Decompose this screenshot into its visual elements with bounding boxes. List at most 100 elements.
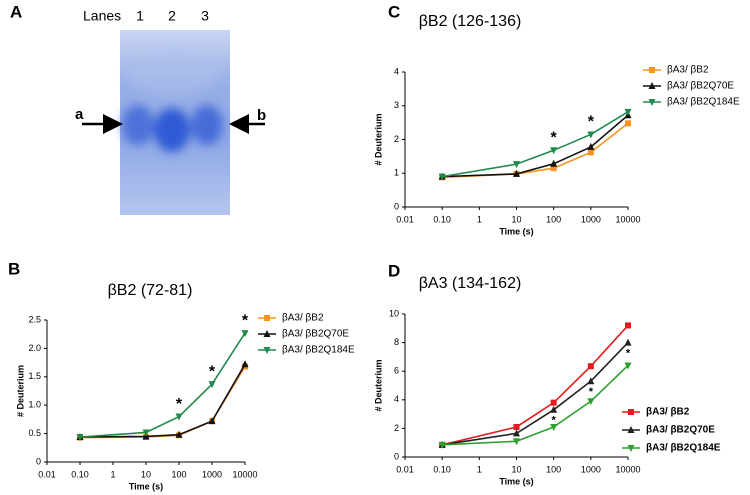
y-tick-label: 1.0 [28,400,41,410]
x-tick-label: 1 [477,464,482,474]
data-point [550,405,558,413]
x-tick-label: 10 [511,464,521,474]
y-tick-label: 6 [394,366,399,376]
significance-mark: * [589,386,594,398]
legend-label: βA3/ βB2Q184E [667,97,740,108]
data-point [241,360,249,368]
x-tick-label: 1000 [581,464,601,474]
legend-label: βA3/ βB2 [667,65,709,76]
panel-letter: B [8,259,20,278]
chart-title: βA3 (134-162) [419,275,522,292]
x-tick-label: 0.01 [38,469,56,479]
x-tick-label: 100 [546,214,561,224]
panel-letter: D [388,261,400,280]
x-tick-label: 0.10 [433,214,451,224]
legend-label: βA3/ βB2Q70E [667,81,734,92]
x-tick-label: 1 [110,469,115,479]
y-tick-label: 10 [389,308,399,318]
legend-marker [648,82,656,89]
x-tick-label: 100 [546,464,561,474]
marker-label: a [75,106,84,123]
x-tick-label: 1 [477,214,482,224]
lane-label: 1 [136,8,144,24]
data-point [513,423,520,430]
x-tick-label: 0.10 [433,464,451,474]
y-axis-label: # Deuterium [373,359,383,411]
lane-label: 2 [168,8,176,24]
data-point [587,142,595,150]
data-point [208,417,216,425]
data-point [625,120,631,127]
chart-title: βB2 (72-81) [108,282,193,299]
legend-marker [628,409,634,415]
y-tick-label: 0.5 [28,428,41,438]
data-point [550,147,558,155]
data-point [241,330,249,338]
y-tick-label: 3 [394,100,399,110]
series-line [79,366,246,439]
y-tick-label: 2 [394,423,399,433]
panel-letter: A [10,2,22,21]
gel-panel: A Lanes 1 2 3 a b [10,2,266,215]
legend-marker [263,330,271,337]
y-tick-label: 2 [394,134,399,144]
y-tick-label: 0 [394,201,399,211]
significance-mark: * [552,415,557,427]
x-axis-label: Time (s) [499,226,533,236]
significance-mark: * [176,396,183,413]
significance-mark: * [588,114,595,131]
y-tick-label: 1.5 [28,371,41,381]
data-point [513,161,520,169]
series-line [442,364,629,446]
x-tick-label: 10000 [615,214,640,224]
legend-marker [648,99,656,106]
data-point [587,131,595,139]
x-tick-label: 0.10 [71,469,89,479]
data-point [513,169,520,177]
data-point [587,149,594,156]
x-tick-label: 1000 [202,469,222,479]
data-point [76,434,84,442]
data-point [208,381,216,389]
legend-label: βA3/ βB2 [646,407,690,418]
significance-mark: * [626,348,631,360]
data-point [587,377,595,385]
x-tick-label: 10 [141,469,151,479]
legend-label: βA3/ βB2Q70E [282,329,349,340]
data-point [550,159,558,167]
data-point [513,429,520,437]
y-axis-label: # Deuterium [15,365,25,417]
series-line [79,363,246,438]
marker-label: b [257,107,266,124]
data-point [550,165,557,172]
series-line [442,342,629,446]
data-point [142,429,150,437]
x-tick-label: 10000 [615,464,640,474]
x-tick-label: 10 [511,214,521,224]
y-tick-label: 2.0 [28,343,41,353]
legend-label: βA3/ βB2Q184E [282,345,355,356]
y-tick-label: 0 [394,451,399,461]
y-tick-label: 2.5 [28,314,41,324]
data-point [624,108,632,116]
data-point [587,363,594,370]
legend-label: βA3/ βB2Q184E [646,443,721,454]
x-tick-label: 0.01 [396,464,414,474]
y-tick-label: 0 [36,456,41,466]
data-point [624,362,632,370]
x-tick-label: 100 [171,469,186,479]
significance-mark: * [209,363,216,380]
data-point [513,438,520,446]
lanes-title: Lanes [83,8,121,24]
legend-marker [627,426,635,433]
legend-marker [264,315,270,321]
y-axis-label: # Deuterium [373,113,383,165]
y-tick-label: 1 [394,168,399,178]
legend-marker [263,347,271,354]
data-point [587,398,595,406]
data-point [624,338,632,346]
significance-mark: * [551,130,558,147]
data-point [175,430,183,438]
